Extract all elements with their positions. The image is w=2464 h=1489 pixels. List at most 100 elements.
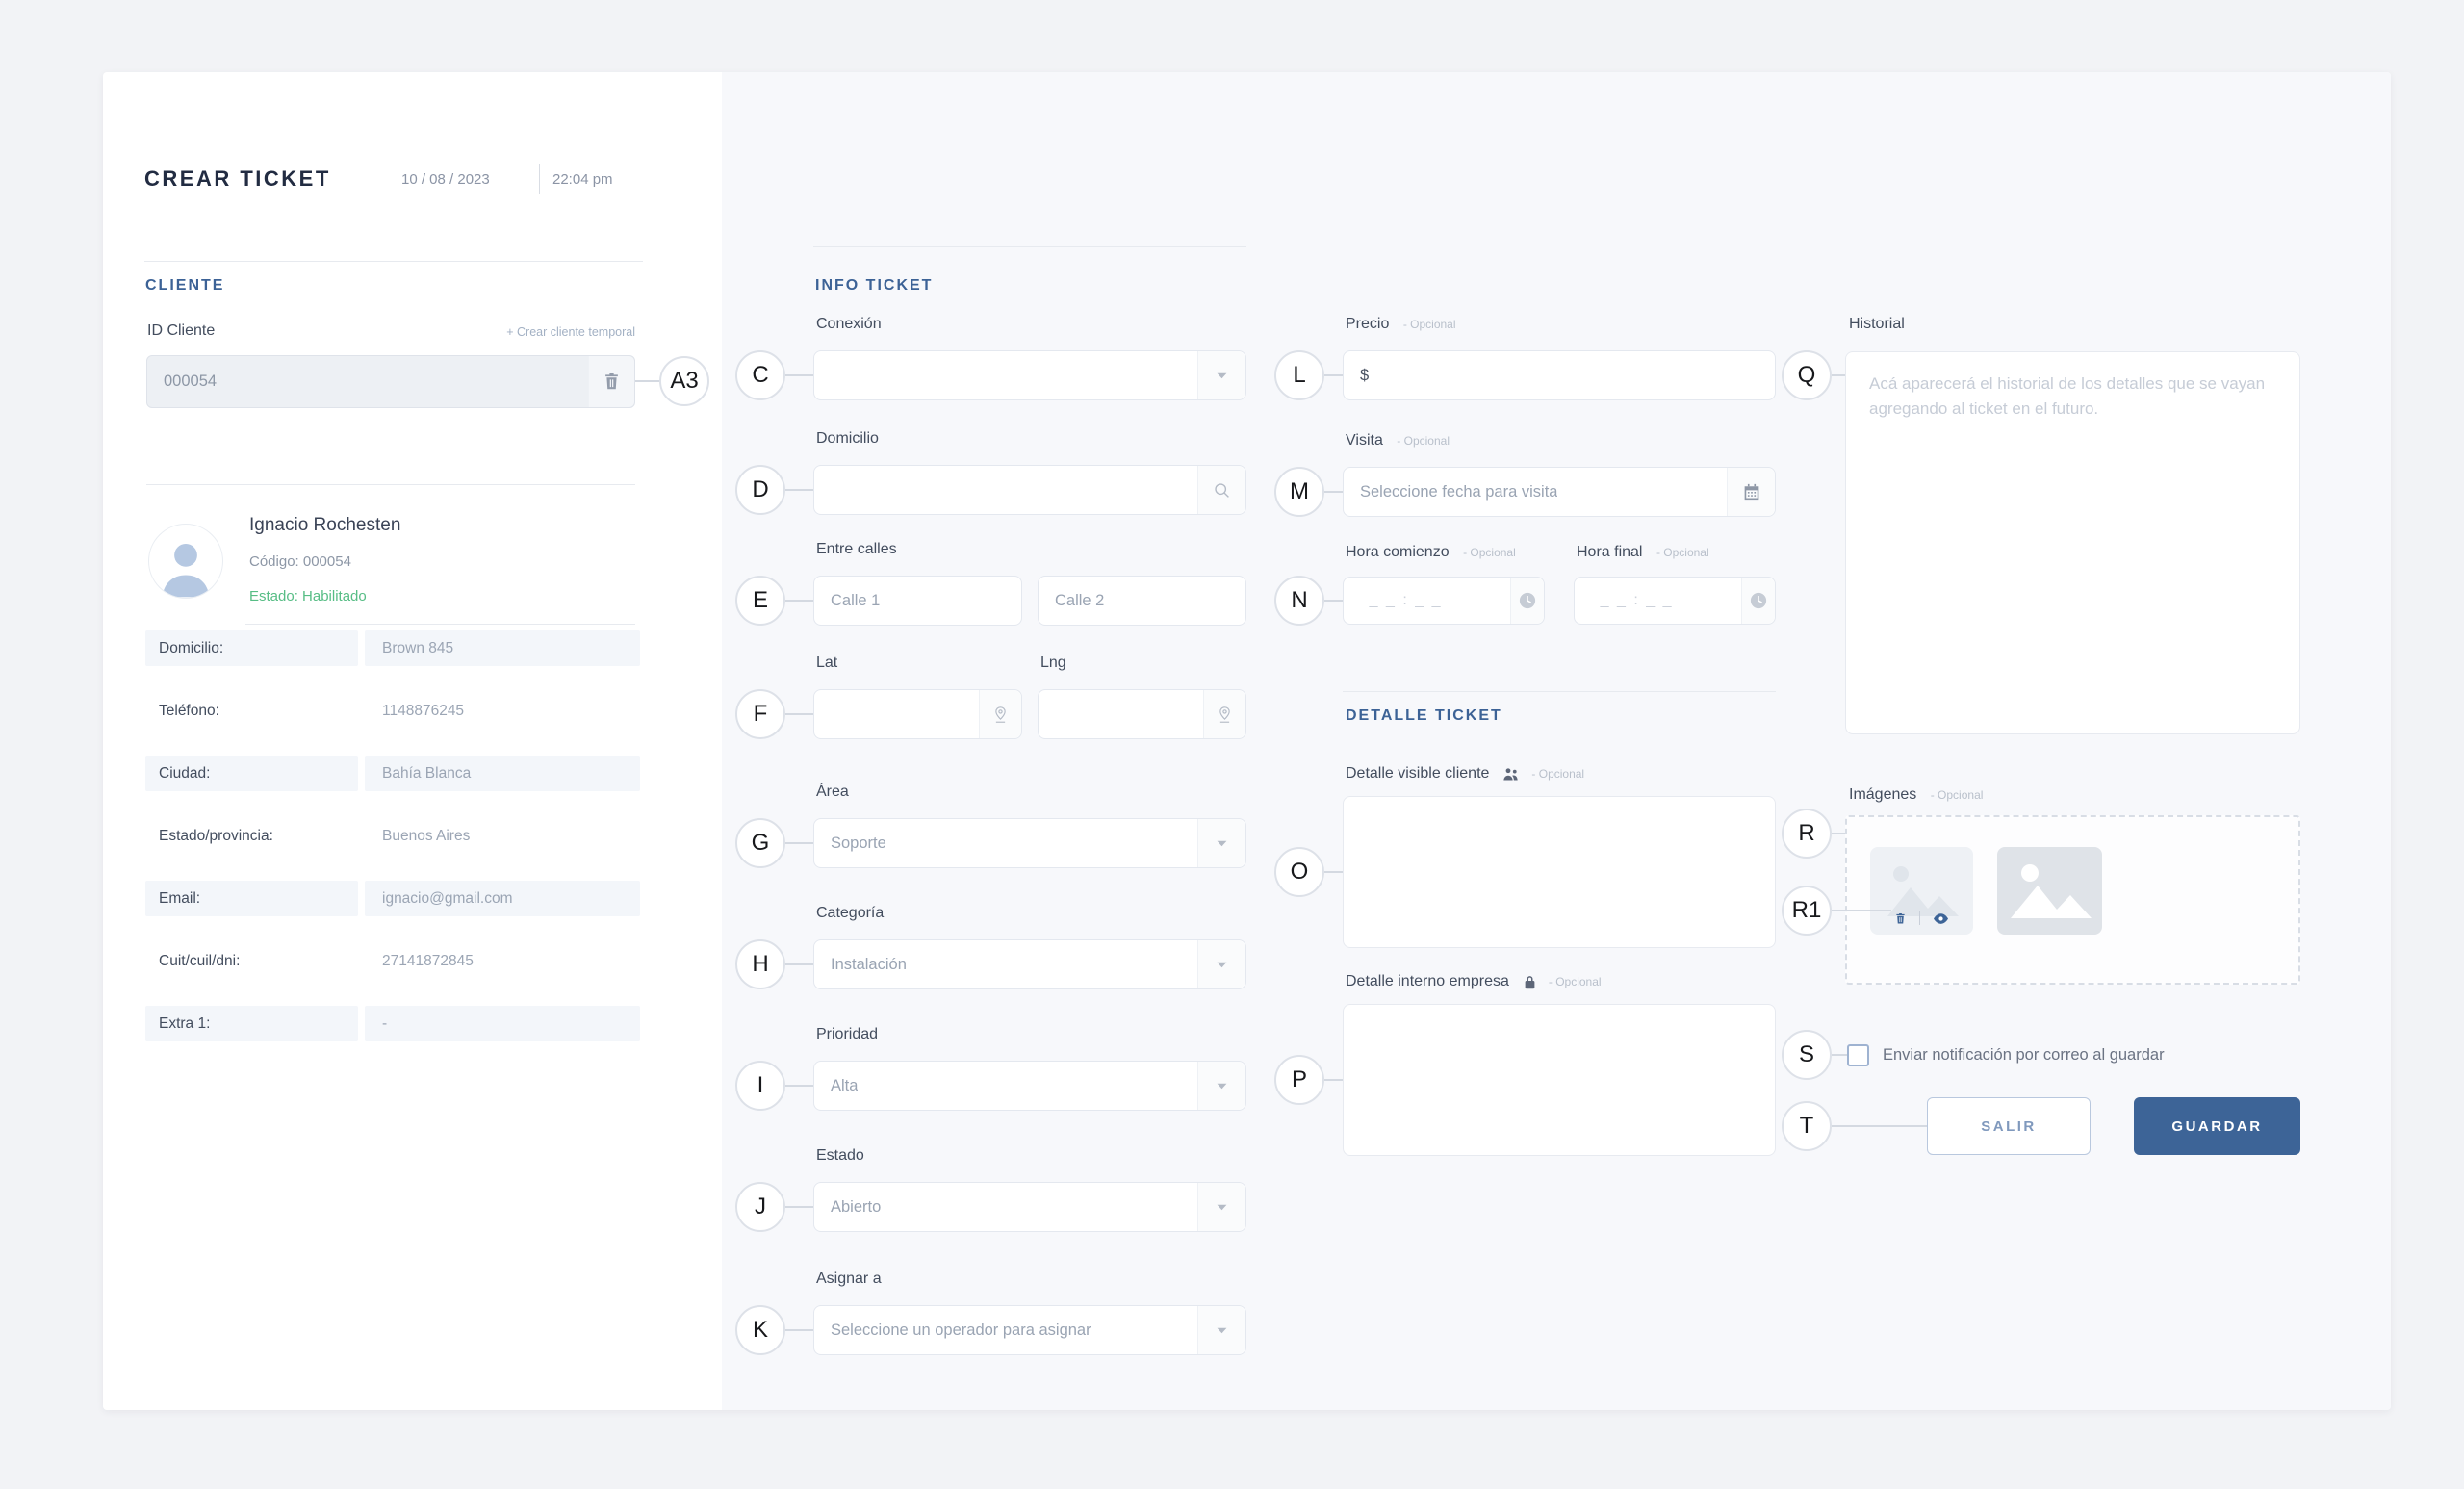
annotation-j: J	[735, 1182, 785, 1232]
annotation-f: F	[735, 689, 785, 739]
guardar-button[interactable]: GUARDAR	[2134, 1097, 2300, 1155]
detail-value: Buenos Aires	[382, 827, 471, 844]
cliente-section-title: CLIENTE	[145, 277, 225, 294]
annot-line-i	[785, 1085, 813, 1087]
detalle-ticket-divider	[1343, 691, 1776, 692]
categoria-value: Instalación	[831, 955, 907, 973]
cliente-top-divider	[144, 261, 643, 262]
categoria-select[interactable]: Instalación	[813, 939, 1246, 989]
annot-line-h	[785, 963, 813, 965]
chevron-down-icon	[1197, 351, 1245, 399]
prioridad-value: Alta	[831, 1076, 859, 1094]
annot-line-q	[1832, 374, 1845, 376]
annot-line-d	[785, 489, 813, 491]
clear-client-button[interactable]	[588, 356, 634, 407]
crear-cliente-temporal-link[interactable]: + Crear cliente temporal	[506, 325, 635, 339]
lat-label: Lat	[816, 655, 838, 671]
detail-value: -	[365, 1006, 640, 1041]
annotation-c: C	[735, 350, 785, 400]
annot-line-n	[1324, 600, 1343, 602]
search-icon	[1197, 466, 1245, 514]
calle1-input[interactable]: Calle 1	[813, 576, 1022, 626]
annot-line-l	[1324, 374, 1343, 376]
hora-final-label: Hora final - Opcional	[1577, 544, 1709, 561]
asignar-select[interactable]: Seleccione un operador para asignar	[813, 1305, 1246, 1355]
view-image-button[interactable]	[1934, 912, 1948, 924]
salir-button[interactable]: SALIR	[1927, 1097, 2091, 1155]
annotation-p: P	[1274, 1055, 1324, 1105]
trash-icon	[603, 372, 620, 391]
header-divider	[539, 164, 540, 194]
visita-placeholder: Seleccione fecha para visita	[1360, 482, 1558, 501]
detalle-interno-textarea[interactable]	[1343, 1004, 1776, 1156]
conexion-select[interactable]	[813, 350, 1246, 400]
annotation-i: I	[735, 1061, 785, 1111]
hora-comienzo-placeholder: _ _ : _ _	[1369, 592, 1443, 608]
annotation-q: Q	[1782, 350, 1832, 400]
notify-checkbox[interactable]	[1847, 1044, 1869, 1066]
annotation-e: E	[735, 576, 785, 626]
detail-value: Bahía Blanca	[365, 756, 640, 791]
annotation-r: R	[1782, 809, 1832, 859]
annotation-l: L	[1274, 350, 1324, 400]
annot-line-f	[785, 713, 813, 715]
detail-label: Ciudad:	[145, 756, 358, 791]
lng-input[interactable]	[1038, 689, 1246, 739]
historial-placeholder: Acá aparecerá el historial de los detall…	[1869, 374, 2266, 419]
precio-input[interactable]: $	[1343, 350, 1776, 400]
image-thumbnail-1[interactable]	[1870, 847, 1973, 935]
image-placeholder-icon	[2011, 864, 2092, 918]
delete-image-button[interactable]	[1895, 912, 1906, 925]
notify-label: Enviar notificación por correo al guarda…	[1883, 1046, 2165, 1064]
id-cliente-input[interactable]: 000054	[146, 355, 635, 408]
estado-label: Estado	[816, 1147, 864, 1164]
id-cliente-label: ID Cliente	[147, 322, 216, 339]
annot-line-k	[785, 1329, 813, 1331]
hora-final-label-text: Hora final	[1577, 544, 1643, 560]
detail-label: Cuit/cuil/dni:	[159, 952, 241, 969]
asignar-placeholder: Seleccione un operador para asignar	[831, 1321, 1091, 1339]
hora-final-input[interactable]: _ _ : _ _	[1574, 577, 1776, 625]
detail-label: Extra 1:	[145, 1006, 358, 1041]
annot-line-c	[785, 374, 813, 376]
historial-panel: Acá aparecerá el historial de los detall…	[1845, 351, 2300, 734]
detalle-visible-opcional: - Opcional	[1531, 767, 1585, 781]
lat-input[interactable]	[813, 689, 1022, 739]
annot-line-g	[785, 842, 813, 844]
detalle-visible-textarea[interactable]	[1343, 796, 1776, 948]
categoria-label: Categoría	[816, 905, 885, 921]
entre-calles-label: Entre calles	[816, 541, 897, 557]
header-date: 10 / 08 / 2023	[401, 171, 490, 188]
info-ticket-section-title: INFO TICKET	[815, 277, 934, 294]
hora-comienzo-opcional: - Opcional	[1463, 546, 1516, 559]
domicilio-label: Domicilio	[816, 430, 879, 447]
area-select[interactable]: Soporte	[813, 818, 1246, 868]
id-cliente-value: 000054	[164, 372, 218, 390]
annotation-t: T	[1782, 1101, 1832, 1151]
visita-date-input[interactable]: Seleccione fecha para visita	[1343, 467, 1776, 517]
precio-label-text: Precio	[1346, 316, 1390, 332]
lng-label: Lng	[1040, 655, 1066, 671]
detail-label: Email:	[145, 881, 358, 916]
chevron-down-icon	[1197, 940, 1245, 988]
annot-line-e	[785, 600, 813, 602]
annot-line-r1	[1832, 910, 1891, 911]
annot-line-s	[1832, 1054, 1847, 1056]
hora-comienzo-input[interactable]: _ _ : _ _	[1343, 577, 1545, 625]
domicilio-search-input[interactable]	[813, 465, 1246, 515]
calle2-input[interactable]: Calle 2	[1038, 576, 1246, 626]
imagenes-label: Imágenes - Opcional	[1849, 786, 1983, 804]
detail-value: 1148876245	[382, 702, 465, 719]
prioridad-select[interactable]: Alta	[813, 1061, 1246, 1111]
imagenes-label-text: Imágenes	[1849, 786, 1917, 803]
annot-line-j	[785, 1206, 813, 1208]
image-thumbnail-2[interactable]	[1997, 847, 2102, 935]
annotation-a3: A3	[659, 356, 709, 406]
client-code: Código: 000054	[249, 553, 351, 570]
estado-select[interactable]: Abierto	[813, 1182, 1246, 1232]
annotation-d: D	[735, 465, 785, 515]
create-ticket-card: CREAR TICKET 10 / 08 / 2023 22:04 pm CLI…	[103, 72, 2391, 1410]
detalle-interno-opcional: - Opcional	[1548, 975, 1602, 988]
annotation-k: K	[735, 1305, 785, 1355]
